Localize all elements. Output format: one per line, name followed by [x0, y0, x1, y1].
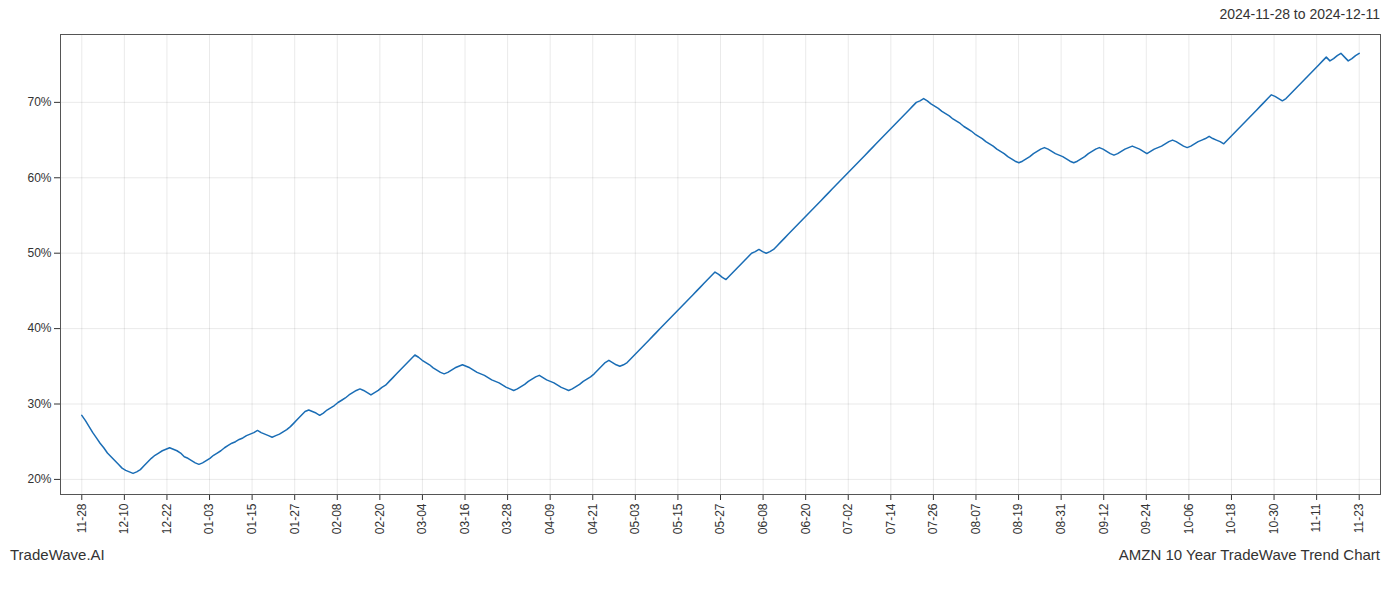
- svg-text:08-07: 08-07: [969, 503, 983, 534]
- svg-text:10-30: 10-30: [1267, 503, 1281, 534]
- svg-text:01-03: 01-03: [202, 503, 216, 534]
- svg-text:08-19: 08-19: [1011, 503, 1025, 534]
- svg-text:09-24: 09-24: [1139, 503, 1153, 534]
- svg-text:70%: 70%: [27, 95, 51, 109]
- svg-text:60%: 60%: [27, 171, 51, 185]
- svg-text:10-06: 10-06: [1182, 503, 1196, 534]
- svg-text:05-15: 05-15: [671, 503, 685, 534]
- svg-text:12-10: 12-10: [117, 503, 131, 534]
- svg-text:11-28: 11-28: [75, 503, 89, 533]
- svg-text:50%: 50%: [27, 246, 51, 260]
- html-text:TradeWave.AI: TradeWave.AI: [10, 546, 105, 563]
- svg-text:03-28: 03-28: [500, 503, 514, 534]
- svg-text:03-16: 03-16: [458, 503, 472, 534]
- svg-text:20%: 20%: [27, 472, 51, 486]
- svg-text:01-27: 01-27: [288, 503, 302, 534]
- svg-text:02-08: 02-08: [330, 503, 344, 534]
- svg-text:06-20: 06-20: [799, 503, 813, 534]
- svg-text:11-23: 11-23: [1352, 503, 1366, 533]
- html-text:2024-11-28 to 2024-12-11: 2024-11-28 to 2024-12-11: [1219, 6, 1380, 22]
- svg-text:07-26: 07-26: [926, 503, 940, 534]
- html-text:AMZN 10 Year TradeWave Trend C: AMZN 10 Year TradeWave Trend Chart: [1118, 546, 1380, 563]
- svg-text:03-04: 03-04: [415, 503, 429, 534]
- svg-text:05-03: 05-03: [628, 503, 642, 534]
- svg-text:08-31: 08-31: [1054, 503, 1068, 534]
- svg-text:07-14: 07-14: [884, 503, 898, 534]
- svg-text:04-09: 04-09: [543, 503, 557, 534]
- svg-text:30%: 30%: [27, 397, 51, 411]
- svg-text:40%: 40%: [27, 321, 51, 335]
- svg-text:06-08: 06-08: [756, 503, 770, 534]
- svg-text:01-15: 01-15: [245, 503, 259, 534]
- svg-text:09-12: 09-12: [1097, 503, 1111, 534]
- svg-text:12-22: 12-22: [160, 503, 174, 534]
- svg-text:05-27: 05-27: [713, 503, 727, 534]
- svg-text:11-11: 11-11: [1309, 503, 1323, 532]
- svg-text:07-02: 07-02: [841, 503, 855, 534]
- svg-text:10-18: 10-18: [1224, 503, 1238, 534]
- svg-text:04-21: 04-21: [586, 503, 600, 534]
- svg-text:02-20: 02-20: [373, 503, 387, 534]
